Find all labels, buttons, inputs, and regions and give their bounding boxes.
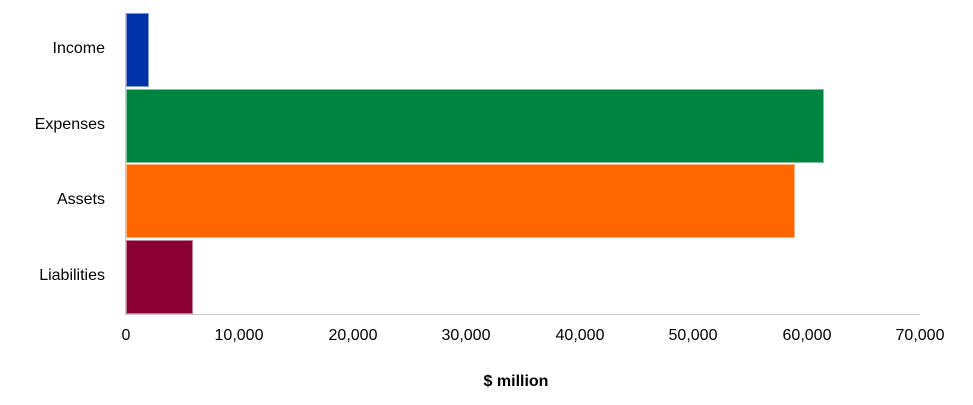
x-tick-label: 60,000 xyxy=(782,327,832,344)
category-label-assets: Assets xyxy=(56,191,105,208)
x-axis-line xyxy=(125,314,920,315)
category-label-income: Income xyxy=(52,40,105,57)
x-tick-label: 70,000 xyxy=(895,327,945,344)
bar-assets xyxy=(126,164,796,238)
y-axis-line xyxy=(125,13,126,315)
x-tick-label: 20,000 xyxy=(328,327,378,344)
x-tick-label: 40,000 xyxy=(555,327,605,344)
category-label-expenses: Expenses xyxy=(34,116,105,133)
x-tick-label: 50,000 xyxy=(668,327,718,344)
bar-income xyxy=(126,13,149,87)
bar-expenses xyxy=(126,88,824,163)
x-axis-title: $ million xyxy=(483,373,549,390)
category-label-liabilities: Liabilities xyxy=(39,267,105,284)
plot-area xyxy=(126,13,920,315)
x-tick-label: 10,000 xyxy=(214,327,264,344)
bar-liabilities xyxy=(126,239,193,314)
x-tick-label: 0 xyxy=(121,327,131,344)
x-tick-label: 30,000 xyxy=(441,327,491,344)
